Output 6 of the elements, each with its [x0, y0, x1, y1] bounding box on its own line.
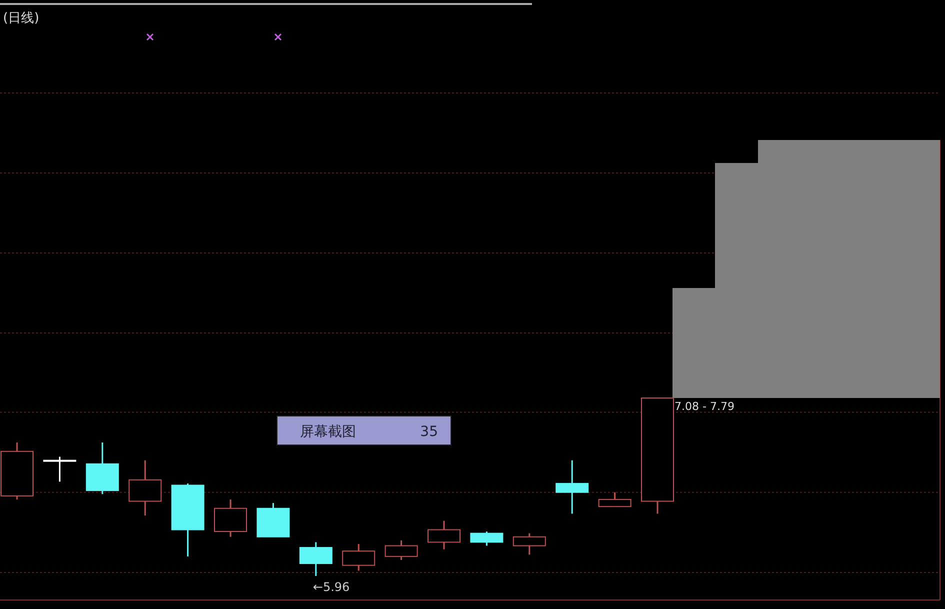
chart-title: (日线) — [3, 11, 40, 26]
text: ←5.96 — [312, 580, 350, 594]
annotation: 7.08 - 7.79 — [674, 400, 734, 413]
screenshot-label: 屏幕截图 35 — [276, 416, 452, 446]
annotation: 屏幕截图 — [300, 424, 356, 440]
annotation: 35 — [420, 424, 438, 440]
